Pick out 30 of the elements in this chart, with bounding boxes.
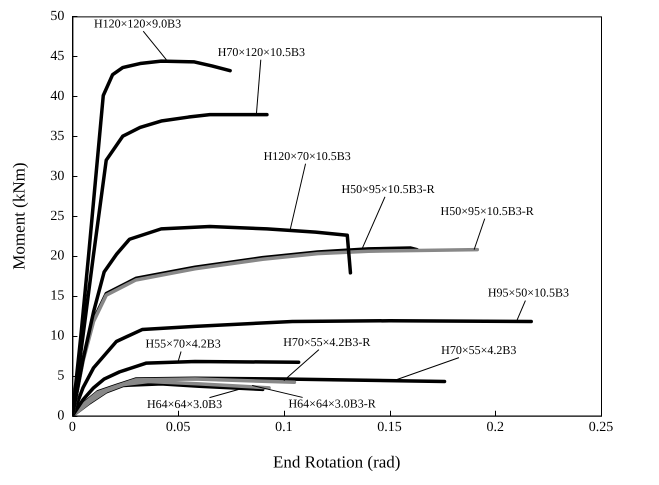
annotation: H50×95×10.5B3-R <box>440 204 534 218</box>
annotation: H64×64×3.0B3-R <box>288 396 376 411</box>
annotation: H95×50×10.5B3 <box>488 286 570 300</box>
y-tick-label: 5 <box>57 368 64 384</box>
x-tick-label: 0.25 <box>588 420 614 435</box>
y-tick-label: 10 <box>50 328 64 344</box>
x-tick-label: 0.15 <box>377 420 402 435</box>
annotation: H70×55×4.2B3-R <box>283 334 370 349</box>
y-tick-label: 25 <box>50 208 64 224</box>
y-tick-label: 30 <box>50 168 64 184</box>
x-tick-label: 0 <box>68 420 76 435</box>
y-tick-label: 45 <box>50 49 64 64</box>
x-axis-title: End Rotation (rad) <box>272 452 400 472</box>
y-tick-label: 35 <box>50 128 64 144</box>
y-tick-label: 50 <box>50 9 64 24</box>
y-tick-label: 15 <box>50 288 64 304</box>
y-axis-title: Moment (kNm) <box>10 162 29 270</box>
annotation: H55×70×4.2B3 <box>146 336 221 351</box>
y-tick-label: 40 <box>50 88 64 104</box>
annotation: H120×70×10.5B3 <box>264 148 351 163</box>
annotation: H70×120×10.5B3 <box>218 44 305 59</box>
x-tick-label: 0.1 <box>275 420 293 435</box>
x-tick-label: 0.05 <box>166 420 190 435</box>
x-tick-label: 0.2 <box>486 420 504 435</box>
annotation: H50×95×10.5B3-R <box>341 182 435 196</box>
annotation: H120×120×9.0B3 <box>94 16 182 30</box>
annotation: H64×64×3.0B3 <box>146 396 222 411</box>
y-tick-label: 0 <box>57 408 64 424</box>
y-tick-label: 20 <box>50 248 64 264</box>
annotation: H70×55×4.2B3 <box>441 342 516 357</box>
